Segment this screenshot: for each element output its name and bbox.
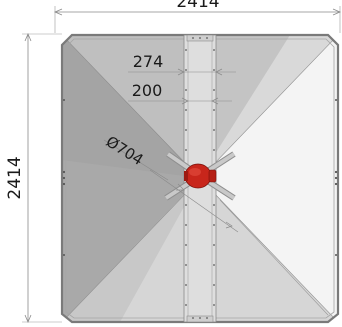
right-panel	[200, 35, 338, 322]
channel-outer-dimension	[128, 68, 236, 76]
channel-inner-width-label: 200	[132, 81, 163, 100]
overall-width-label: 2414	[176, 0, 219, 12]
channel-inner-dimension	[128, 97, 232, 105]
top-dimension	[53, 6, 342, 33]
red-fan-unit-icon	[184, 163, 217, 189]
outer-frame	[60, 33, 340, 324]
left-dimension	[22, 32, 62, 324]
nozzle-diameter-dimension	[103, 139, 239, 233]
frame-bolts	[62, 99, 338, 256]
left-panel	[62, 35, 200, 322]
channel-outer-width-label: 274	[133, 52, 164, 71]
overall-height-label: 2414	[5, 156, 25, 199]
